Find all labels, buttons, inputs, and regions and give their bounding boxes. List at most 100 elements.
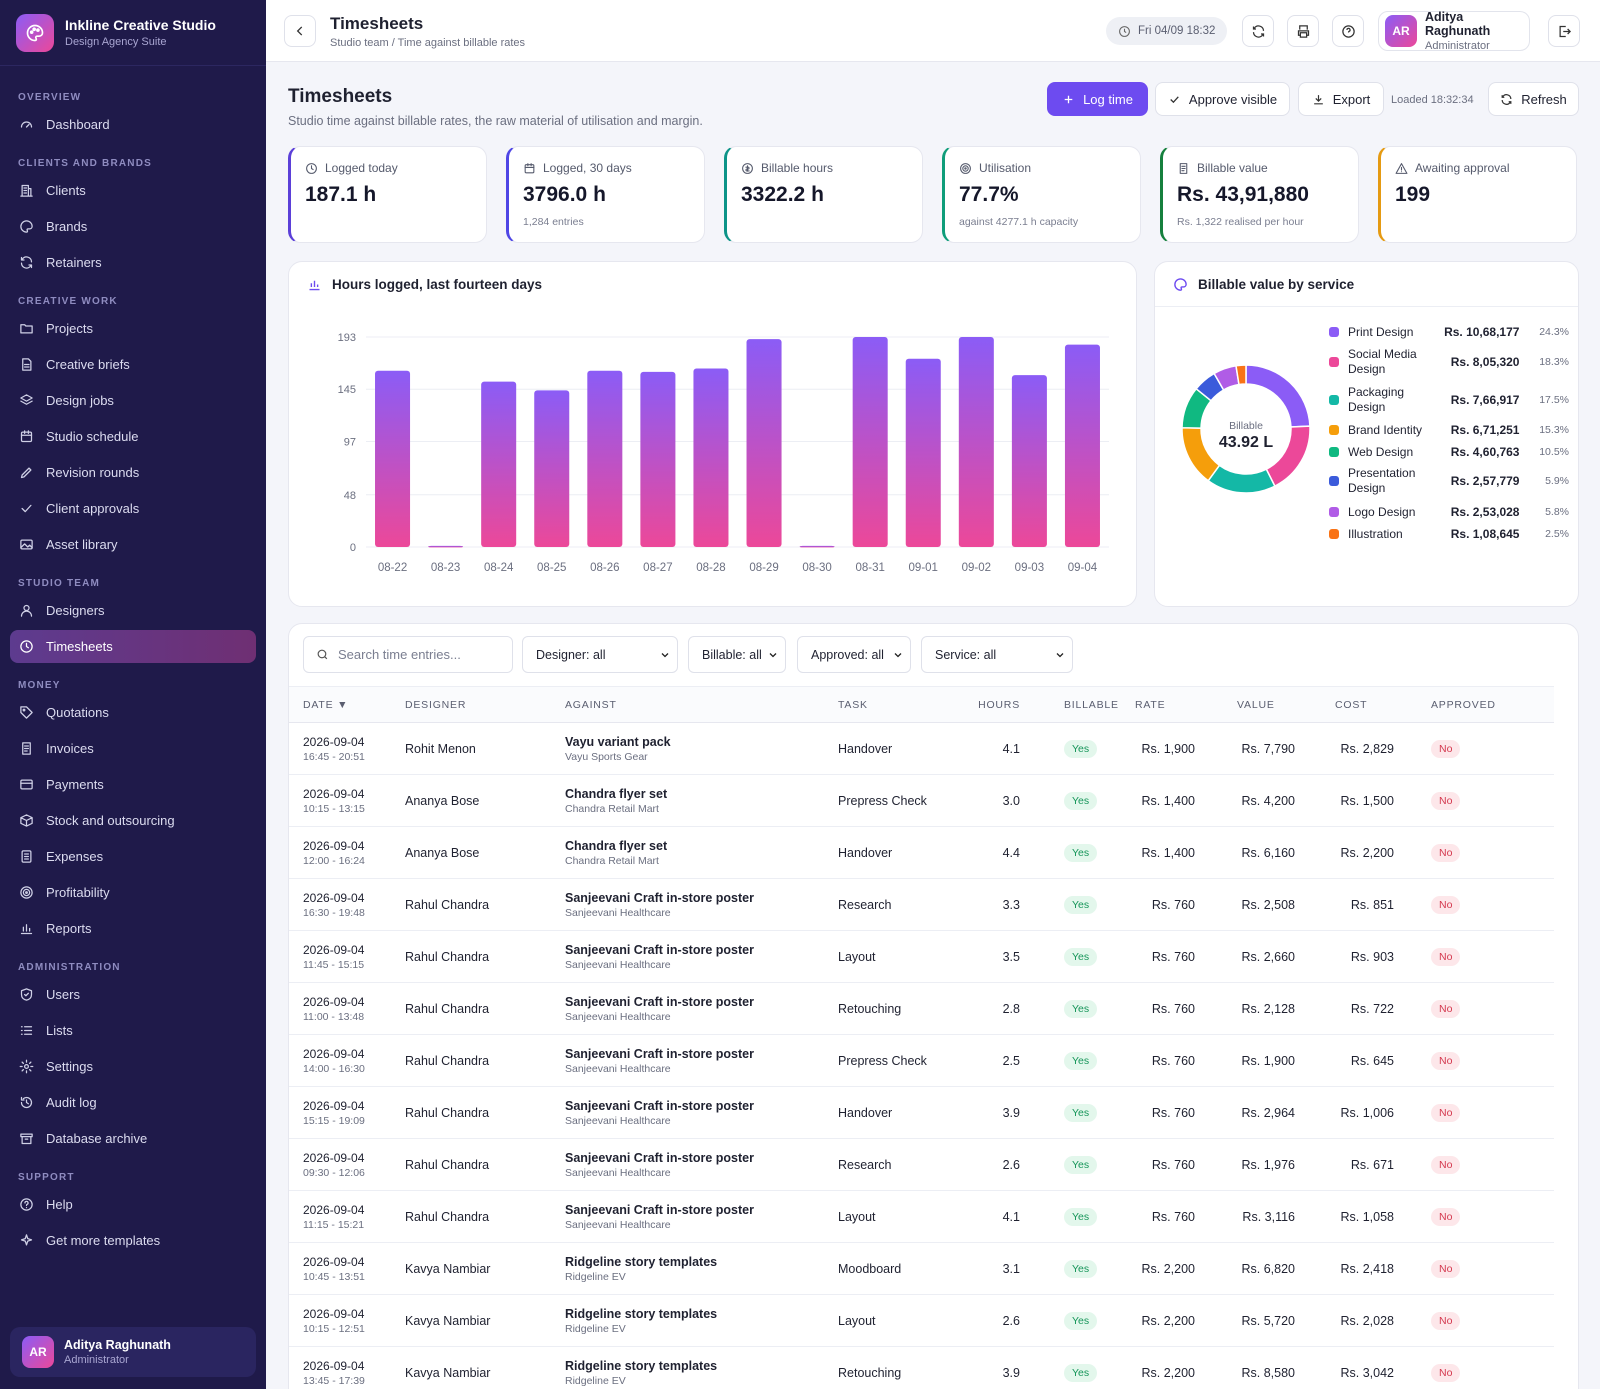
table-row[interactable]: 2026-09-04 10:45 - 13:51 Kavya Nambiar Ridg… xyxy=(289,1242,1554,1295)
approved-badge[interactable]: No xyxy=(1431,1155,1461,1174)
sidebar-item-stock-and-outsourcing[interactable]: Stock and outsourcing xyxy=(10,804,256,837)
project-name[interactable]: Ridgeline story templates xyxy=(565,1254,718,1269)
project-name[interactable]: Chandra flyer set xyxy=(565,838,668,853)
approved-badge[interactable]: No xyxy=(1431,1311,1461,1330)
donut-slice-packaging-design[interactable] xyxy=(1207,464,1276,494)
approved-badge[interactable]: No xyxy=(1431,1363,1461,1382)
bar-09-01[interactable] xyxy=(905,358,941,547)
sidebar-item-expenses[interactable]: Expenses xyxy=(10,840,256,873)
sidebar-item-lists[interactable]: Lists xyxy=(10,1014,256,1047)
sidebar-item-designers[interactable]: Designers xyxy=(10,594,256,627)
project-name[interactable]: Sanjeevani Craft in-store poster xyxy=(565,1046,754,1061)
sidebar-item-invoices[interactable]: Invoices xyxy=(10,732,256,765)
print-button[interactable] xyxy=(1287,15,1319,47)
sidebar-item-creative-briefs[interactable]: Creative briefs xyxy=(10,348,256,381)
table-row[interactable]: 2026-09-04 16:30 - 19:48 Rahul Chandra Sanj… xyxy=(289,878,1554,931)
approved-badge[interactable]: No xyxy=(1431,791,1461,810)
project-name[interactable]: Chandra flyer set xyxy=(565,786,668,801)
project-name[interactable]: Ridgeline story templates xyxy=(565,1306,718,1321)
table-row[interactable]: 2026-09-04 10:15 - 13:15 Ananya Bose Chandr… xyxy=(289,774,1554,827)
log-time-button[interactable]: Log time xyxy=(1047,82,1148,116)
table-row[interactable]: 2026-09-04 11:00 - 13:48 Rahul Chandra Sanj… xyxy=(289,982,1554,1035)
logout-button[interactable] xyxy=(1548,15,1580,47)
table-row[interactable]: 2026-09-04 11:15 - 15:21 Rahul Chandra Sanj… xyxy=(289,1190,1554,1243)
table-row[interactable]: 2026-09-04 16:45 - 20:51 Rohit Menon Vayu v… xyxy=(289,722,1554,775)
bar-08-22[interactable] xyxy=(375,370,411,547)
service-filter[interactable]: Service: all xyxy=(921,636,1073,673)
project-name[interactable]: Sanjeevani Craft in-store poster xyxy=(565,1098,754,1113)
billable-filter[interactable]: Billable: all xyxy=(688,636,786,673)
table-row[interactable]: 2026-09-04 15:15 - 19:09 Rahul Chandra Sanj… xyxy=(289,1086,1554,1139)
project-name[interactable]: Sanjeevani Craft in-store poster xyxy=(565,1202,754,1217)
sidebar-item-quotations[interactable]: Quotations xyxy=(10,696,256,729)
bar-09-03[interactable] xyxy=(1011,375,1047,547)
sidebar-item-database-archive[interactable]: Database archive xyxy=(10,1122,256,1155)
bar-08-26[interactable] xyxy=(587,370,623,547)
bar-08-31[interactable] xyxy=(852,337,888,547)
sidebar-item-dashboard[interactable]: Dashboard xyxy=(10,108,256,141)
table-row[interactable]: 2026-09-04 14:00 - 16:30 Rahul Chandra Sanj… xyxy=(289,1034,1554,1087)
bar-08-23[interactable] xyxy=(428,545,464,548)
project-name[interactable]: Sanjeevani Craft in-store poster xyxy=(565,942,754,957)
sidebar-item-profitability[interactable]: Profitability xyxy=(10,876,256,909)
refresh-button[interactable]: Refresh xyxy=(1488,82,1579,116)
bar-08-28[interactable] xyxy=(693,368,729,547)
sidebar-item-projects[interactable]: Projects xyxy=(10,312,256,345)
project-name[interactable]: Sanjeevani Craft in-store poster xyxy=(565,1150,754,1165)
bar-08-29[interactable] xyxy=(746,339,782,547)
project-name[interactable]: Ridgeline story templates xyxy=(565,1358,718,1373)
table-row[interactable]: 2026-09-04 13:45 - 17:39 Kavya Nambiar Ridg… xyxy=(289,1346,1554,1389)
sidebar-item-brands[interactable]: Brands xyxy=(10,210,256,243)
approved-badge[interactable]: No xyxy=(1431,739,1461,758)
project-name[interactable]: Vayu variant pack xyxy=(565,734,671,749)
search-box[interactable] xyxy=(303,636,513,673)
table-row[interactable]: 2026-09-04 11:45 - 15:15 Rahul Chandra Sanj… xyxy=(289,930,1554,983)
bar-08-30[interactable] xyxy=(799,545,835,548)
sidebar-item-audit-log[interactable]: Audit log xyxy=(10,1086,256,1119)
sidebar-item-revision-rounds[interactable]: Revision rounds xyxy=(10,456,256,489)
approved-badge[interactable]: No xyxy=(1431,1207,1461,1226)
donut-slice-illustration[interactable] xyxy=(1235,364,1247,386)
approved-badge[interactable]: No xyxy=(1431,1259,1461,1278)
export-button[interactable]: Export xyxy=(1298,82,1384,116)
approve-visible-button[interactable]: Approve visible xyxy=(1155,82,1290,116)
back-button[interactable] xyxy=(284,15,316,47)
project-name[interactable]: Sanjeevani Craft in-store poster xyxy=(565,994,754,1009)
sidebar-item-client-approvals[interactable]: Client approvals xyxy=(10,492,256,525)
approved-badge[interactable]: No xyxy=(1431,999,1461,1018)
sidebar-item-design-jobs[interactable]: Design jobs xyxy=(10,384,256,417)
column-header-0[interactable]: DATE ▼ xyxy=(289,686,405,723)
sidebar-item-studio-schedule[interactable]: Studio schedule xyxy=(10,420,256,453)
sidebar-user-card[interactable]: AR Aditya Raghunath Administrator xyxy=(10,1327,256,1377)
sidebar-item-retainers[interactable]: Retainers xyxy=(10,246,256,279)
approved-badge[interactable]: No xyxy=(1431,1051,1461,1070)
sidebar-item-clients[interactable]: Clients xyxy=(10,174,256,207)
bar-09-04[interactable] xyxy=(1064,344,1100,547)
approved-filter[interactable]: Approved: all xyxy=(797,636,911,673)
user-menu[interactable]: AR Aditya Raghunath Administrator xyxy=(1378,10,1530,52)
search-input[interactable] xyxy=(338,647,498,662)
approved-badge[interactable]: No xyxy=(1431,1103,1461,1122)
sidebar-item-timesheets[interactable]: Timesheets xyxy=(10,630,256,663)
approved-badge[interactable]: No xyxy=(1431,843,1461,862)
donut-slice-print-design[interactable] xyxy=(1245,364,1311,428)
bar-09-02[interactable] xyxy=(958,337,994,547)
table-row[interactable]: 2026-09-04 12:00 - 16:24 Ananya Bose Chandr… xyxy=(289,826,1554,879)
project-name[interactable]: Sanjeevani Craft in-store poster xyxy=(565,890,754,905)
designer-filter[interactable]: Designer: all xyxy=(522,636,678,673)
sidebar-item-help[interactable]: Help xyxy=(10,1188,256,1221)
sidebar-item-users[interactable]: Users xyxy=(10,978,256,1011)
sidebar-item-reports[interactable]: Reports xyxy=(10,912,256,945)
approved-badge[interactable]: No xyxy=(1431,895,1461,914)
sidebar-item-settings[interactable]: Settings xyxy=(10,1050,256,1083)
help-button[interactable] xyxy=(1332,15,1364,47)
table-row[interactable]: 2026-09-04 10:15 - 12:51 Kavya Nambiar Ridg… xyxy=(289,1294,1554,1347)
sync-button[interactable] xyxy=(1242,15,1274,47)
bar-08-25[interactable] xyxy=(534,390,570,547)
sidebar-item-payments[interactable]: Payments xyxy=(10,768,256,801)
sidebar-item-asset-library[interactable]: Asset library xyxy=(10,528,256,561)
sidebar-item-get-more-templates[interactable]: Get more templates xyxy=(10,1224,256,1257)
approved-badge[interactable]: No xyxy=(1431,947,1461,966)
table-row[interactable]: 2026-09-04 09:30 - 12:06 Rahul Chandra Sanj… xyxy=(289,1138,1554,1191)
bar-08-27[interactable] xyxy=(640,371,676,547)
